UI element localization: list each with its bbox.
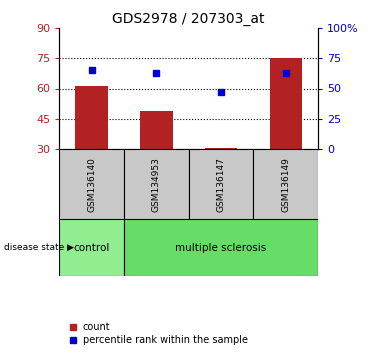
- Text: control: control: [73, 243, 110, 253]
- Text: multiple sclerosis: multiple sclerosis: [175, 243, 267, 253]
- FancyBboxPatch shape: [189, 149, 253, 219]
- FancyBboxPatch shape: [124, 149, 189, 219]
- FancyBboxPatch shape: [59, 149, 124, 219]
- FancyBboxPatch shape: [59, 219, 124, 276]
- Legend: count, percentile rank within the sample: count, percentile rank within the sample: [64, 319, 252, 349]
- Bar: [270, 58, 302, 149]
- Bar: [75, 86, 108, 149]
- Bar: [140, 110, 172, 149]
- Text: GSM136140: GSM136140: [87, 156, 96, 212]
- Bar: [205, 148, 237, 149]
- FancyBboxPatch shape: [253, 149, 318, 219]
- Text: GSM134953: GSM134953: [152, 156, 161, 212]
- FancyBboxPatch shape: [124, 219, 318, 276]
- Title: GDS2978 / 207303_at: GDS2978 / 207303_at: [112, 12, 265, 26]
- Text: GSM136149: GSM136149: [281, 156, 290, 212]
- Text: disease state ▶: disease state ▶: [4, 243, 74, 252]
- Text: GSM136147: GSM136147: [216, 156, 226, 212]
